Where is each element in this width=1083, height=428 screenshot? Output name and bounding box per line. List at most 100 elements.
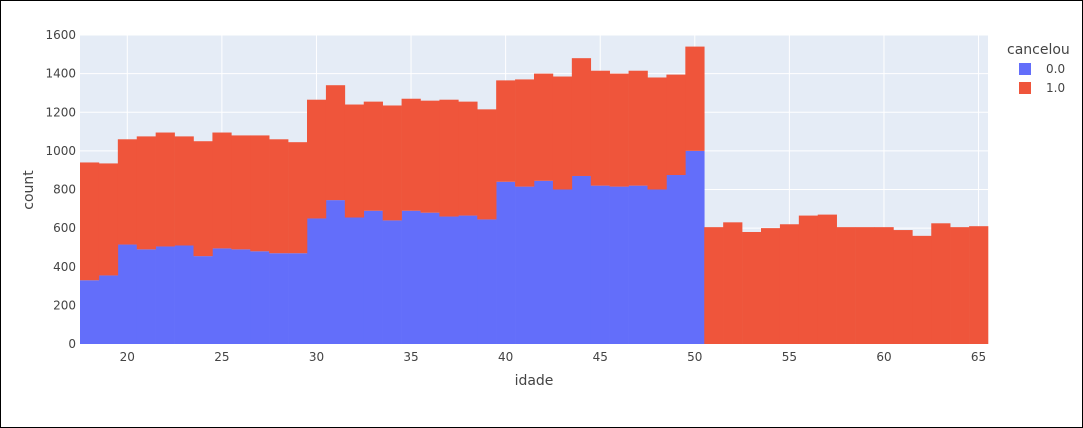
bar-series-0.0-age-19 bbox=[98, 275, 119, 344]
bars bbox=[80, 46, 989, 344]
x-tick-label: 35 bbox=[403, 350, 418, 364]
bar-series-1.0-age-18 bbox=[80, 162, 100, 281]
bar-series-0.0-age-23 bbox=[174, 245, 194, 344]
bar-series-1.0-age-55 bbox=[779, 224, 800, 344]
x-tick-label: 30 bbox=[309, 350, 324, 364]
x-tick-label: 60 bbox=[876, 350, 891, 364]
bar-series-1.0-age-45 bbox=[590, 70, 610, 186]
bar-series-0.0-age-33 bbox=[363, 210, 383, 344]
legend-label: 1.0 bbox=[1046, 81, 1065, 95]
bar-series-0.0-age-42 bbox=[534, 180, 554, 344]
bar-series-0.0-age-21 bbox=[136, 249, 156, 344]
y-tick-label: 800 bbox=[53, 183, 76, 197]
bar-series-0.0-age-22 bbox=[155, 246, 175, 344]
bar-series-0.0-age-39 bbox=[477, 219, 497, 344]
bar-series-1.0-age-26 bbox=[231, 135, 251, 250]
bar-series-1.0-age-60 bbox=[874, 227, 894, 344]
bar-series-1.0-age-52 bbox=[723, 222, 743, 344]
bar-series-0.0-age-28 bbox=[269, 253, 289, 344]
bar-series-1.0-age-50 bbox=[685, 46, 705, 151]
bar-series-0.0-age-27 bbox=[250, 251, 270, 344]
bar-series-1.0-age-57 bbox=[817, 214, 837, 344]
y-tick-label: 1000 bbox=[45, 144, 76, 158]
bar-series-0.0-age-43 bbox=[552, 189, 573, 344]
bar-series-0.0-age-30 bbox=[307, 218, 327, 344]
bar-series-0.0-age-37 bbox=[439, 216, 459, 344]
bar-series-0.0-age-26 bbox=[231, 249, 251, 344]
bar-series-1.0-age-61 bbox=[893, 230, 913, 344]
bar-series-1.0-age-39 bbox=[477, 109, 497, 220]
bar-series-1.0-age-32 bbox=[344, 104, 365, 218]
bar-series-1.0-age-27 bbox=[250, 135, 270, 252]
bar-series-0.0-age-38 bbox=[458, 215, 478, 344]
bar-series-1.0-age-42 bbox=[534, 73, 554, 181]
x-tick-labels: 20 25 30 35 40 45 50 55 60 65 bbox=[120, 350, 987, 364]
bar-series-0.0-age-49 bbox=[666, 175, 686, 344]
bar-series-1.0-age-37 bbox=[439, 99, 459, 217]
bar-series-1.0-age-19 bbox=[98, 163, 119, 276]
bar-series-1.0-age-24 bbox=[193, 141, 213, 257]
bar-series-0.0-age-18 bbox=[80, 280, 100, 344]
bar-series-1.0-age-29 bbox=[288, 142, 308, 254]
bar-series-1.0-age-23 bbox=[174, 136, 194, 246]
bar-series-1.0-age-20 bbox=[117, 139, 138, 245]
bar-series-0.0-age-45 bbox=[590, 185, 610, 344]
bar-series-1.0-age-33 bbox=[363, 101, 383, 211]
bar-series-1.0-age-48 bbox=[647, 77, 667, 190]
legend-swatch bbox=[1019, 82, 1031, 94]
y-tick-label: 1600 bbox=[45, 28, 76, 42]
x-tick-label: 40 bbox=[498, 350, 513, 364]
y-tick-label: 1400 bbox=[45, 67, 76, 81]
x-axis-title: idade bbox=[515, 373, 554, 389]
bar-series-1.0-age-35 bbox=[401, 98, 421, 211]
bar-series-1.0-age-58 bbox=[836, 227, 856, 344]
bar-series-0.0-age-46 bbox=[609, 186, 629, 344]
bar-series-0.0-age-50 bbox=[685, 150, 705, 344]
bar-series-1.0-age-31 bbox=[325, 85, 346, 201]
bar-series-0.0-age-47 bbox=[628, 185, 648, 344]
bar-series-1.0-age-63 bbox=[931, 223, 951, 344]
x-tick-label: 55 bbox=[782, 350, 797, 364]
bar-series-0.0-age-40 bbox=[496, 181, 516, 344]
bar-series-1.0-age-44 bbox=[571, 58, 592, 176]
x-tick-label: 20 bbox=[120, 350, 135, 364]
bar-series-1.0-age-47 bbox=[628, 70, 648, 186]
bar-series-1.0-age-22 bbox=[155, 132, 175, 247]
bar-series-1.0-age-62 bbox=[912, 235, 932, 344]
bar-series-0.0-age-20 bbox=[117, 244, 138, 344]
y-tick-labels: 0 200 400 600 800 1000 1200 1400 1600 bbox=[45, 28, 76, 351]
bar-series-0.0-age-25 bbox=[212, 248, 232, 344]
bar-series-0.0-age-29 bbox=[288, 253, 308, 344]
bar-series-1.0-age-43 bbox=[552, 76, 573, 190]
y-tick-label: 200 bbox=[53, 298, 76, 312]
bar-series-1.0-age-21 bbox=[136, 136, 156, 250]
bar-series-1.0-age-64 bbox=[950, 227, 970, 344]
bar-series-0.0-age-35 bbox=[401, 210, 421, 344]
bar-series-1.0-age-51 bbox=[704, 227, 724, 344]
legend: cancelou 0.0 1.0 bbox=[1007, 42, 1070, 95]
bar-series-0.0-age-24 bbox=[193, 256, 213, 344]
bar-series-1.0-age-36 bbox=[420, 100, 440, 213]
x-tick-label: 25 bbox=[214, 350, 229, 364]
y-tick-label: 600 bbox=[53, 221, 76, 235]
x-tick-label: 45 bbox=[593, 350, 608, 364]
bar-series-1.0-age-34 bbox=[382, 105, 402, 221]
bar-series-0.0-age-41 bbox=[515, 186, 535, 344]
x-tick-label: 65 bbox=[971, 350, 986, 364]
bar-series-1.0-age-49 bbox=[666, 74, 686, 176]
legend-swatch bbox=[1019, 63, 1031, 75]
bar-series-0.0-age-48 bbox=[647, 189, 667, 344]
bar-series-0.0-age-36 bbox=[420, 212, 440, 344]
x-tick-label: 50 bbox=[687, 350, 702, 364]
legend-title: cancelou bbox=[1007, 42, 1070, 58]
y-tick-label: 1200 bbox=[45, 105, 76, 119]
bar-series-0.0-age-32 bbox=[344, 217, 365, 344]
legend-label: 0.0 bbox=[1046, 62, 1065, 76]
bar-series-0.0-age-34 bbox=[382, 220, 402, 344]
bar-series-1.0-age-38 bbox=[458, 101, 478, 216]
bar-series-1.0-age-54 bbox=[761, 228, 781, 344]
bar-series-1.0-age-28 bbox=[269, 139, 289, 254]
bar-series-1.0-age-25 bbox=[212, 132, 232, 249]
bar-series-1.0-age-59 bbox=[855, 227, 875, 344]
bar-series-1.0-age-41 bbox=[515, 79, 535, 187]
